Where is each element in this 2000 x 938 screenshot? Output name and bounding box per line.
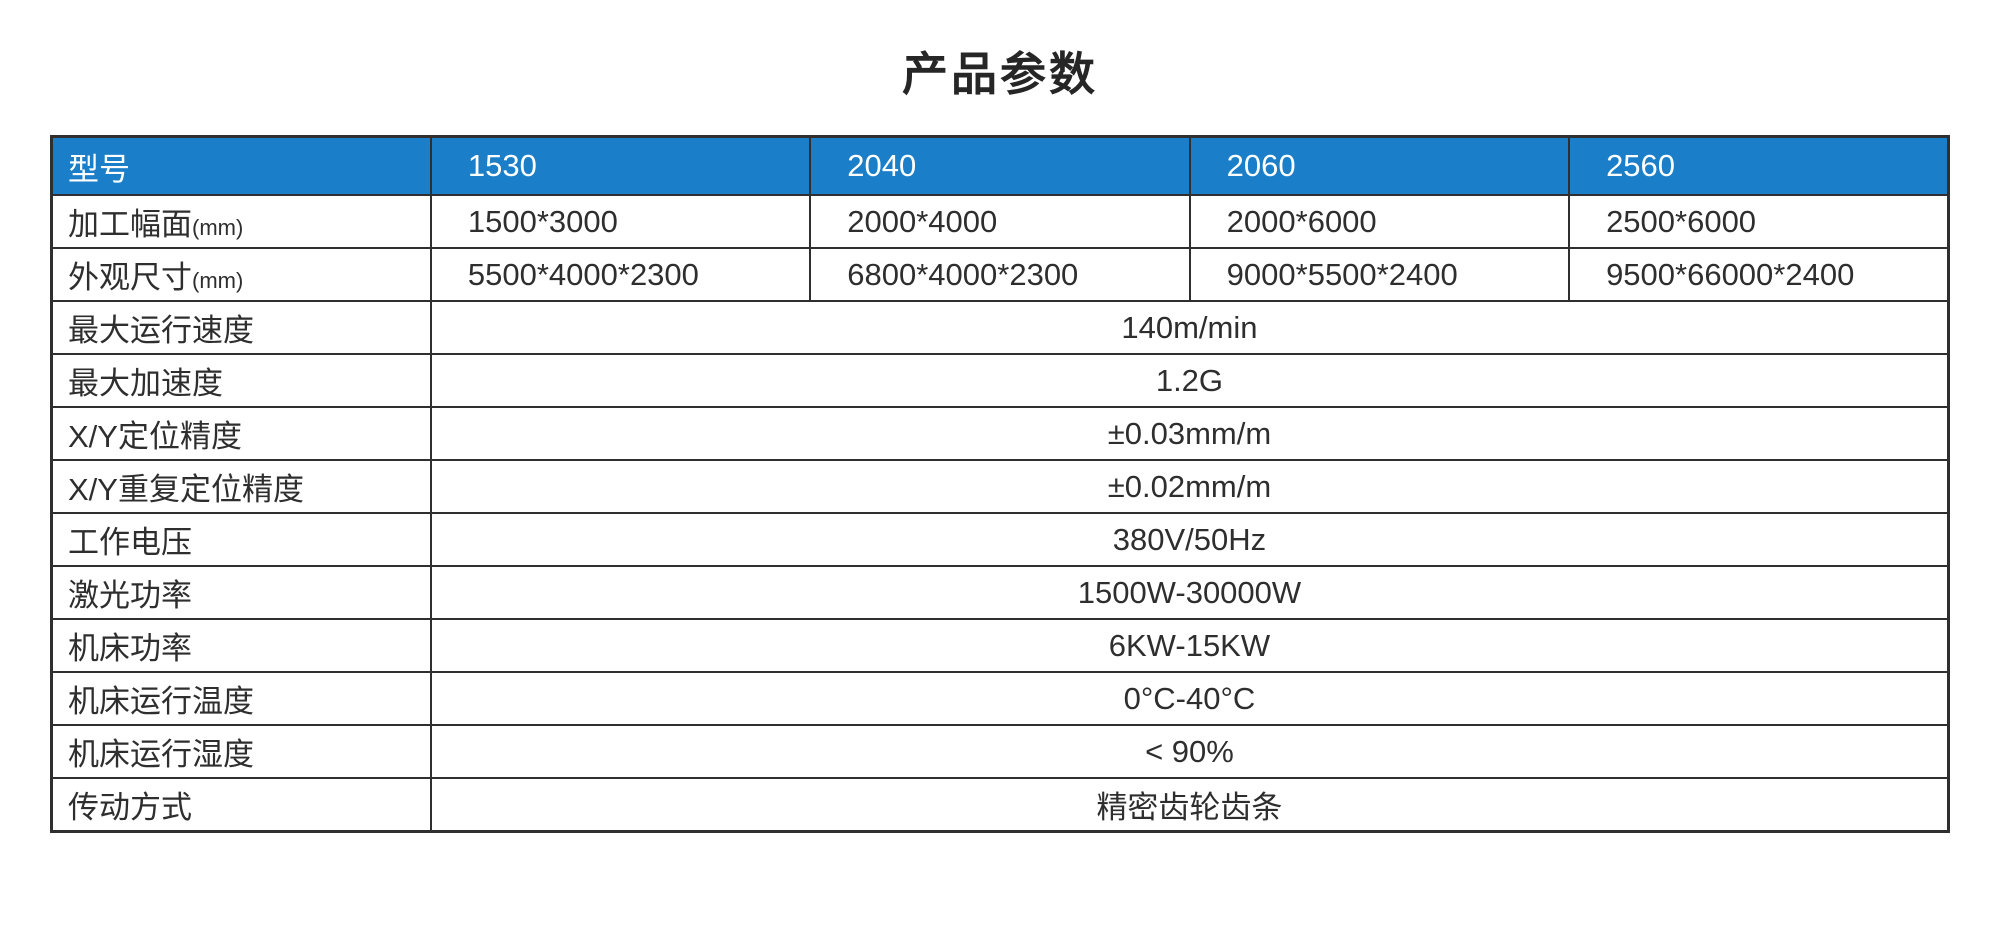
spec-label-unit: (mm): [192, 268, 244, 293]
spec-value: 精密齿轮齿条: [429, 777, 1950, 833]
spec-value: 2500*6000: [1568, 194, 1950, 249]
header-cell-1530: 1530: [429, 135, 812, 196]
product-parameters-table: 型号 1530 2040 2060 2560 加工幅面(mm) 1500*300…: [50, 135, 1950, 833]
row-transmission: 传动方式 精密齿轮齿条: [50, 777, 1950, 833]
row-operating-temperature: 机床运行温度 0°C-40°C: [50, 671, 1950, 726]
spec-value: 1.2G: [429, 353, 1950, 408]
spec-label: 激光功率: [50, 565, 432, 620]
table-header-row: 型号 1530 2040 2060 2560: [50, 135, 1950, 196]
row-xy-positioning-accuracy: X/Y定位精度 ±0.03mm/m: [50, 406, 1950, 461]
spec-value: 6800*4000*2300: [809, 247, 1191, 302]
spec-label: 机床运行湿度: [50, 724, 432, 779]
spec-value: 5500*4000*2300: [429, 247, 812, 302]
spec-label: 机床运行温度: [50, 671, 432, 726]
row-laser-power: 激光功率 1500W-30000W: [50, 565, 1950, 620]
spec-value: 9500*66000*2400: [1568, 247, 1950, 302]
row-xy-repeat-accuracy: X/Y重复定位精度 ±0.02mm/m: [50, 459, 1950, 514]
spec-value: 1500W-30000W: [429, 565, 1950, 620]
spec-value: ±0.02mm/m: [429, 459, 1950, 514]
spec-label: 传动方式: [50, 777, 432, 833]
spec-value: 380V/50Hz: [429, 512, 1950, 567]
spec-value: 1500*3000: [429, 194, 812, 249]
spec-value: 2000*6000: [1188, 194, 1571, 249]
spec-label: 外观尺寸(mm): [50, 247, 432, 302]
row-working-area: 加工幅面(mm) 1500*3000 2000*4000 2000*6000 2…: [50, 194, 1950, 249]
spec-label: X/Y定位精度: [50, 406, 432, 461]
spec-label: 工作电压: [50, 512, 432, 567]
spec-value: ±0.03mm/m: [429, 406, 1950, 461]
header-cell-2560: 2560: [1568, 135, 1950, 196]
row-dimensions: 外观尺寸(mm) 5500*4000*2300 6800*4000*2300 9…: [50, 247, 1950, 302]
row-working-voltage: 工作电压 380V/50Hz: [50, 512, 1950, 567]
spec-label: 机床功率: [50, 618, 432, 673]
header-cell-2040: 2040: [809, 135, 1191, 196]
spec-label: 最大加速度: [50, 353, 432, 408]
row-machine-power: 机床功率 6KW-15KW: [50, 618, 1950, 673]
header-cell-2060: 2060: [1188, 135, 1571, 196]
spec-label: 加工幅面(mm): [50, 194, 432, 249]
spec-label: 最大运行速度: [50, 300, 432, 355]
spec-value: 6KW-15KW: [429, 618, 1950, 673]
row-max-speed: 最大运行速度 140m/min: [50, 300, 1950, 355]
spec-value: 0°C-40°C: [429, 671, 1950, 726]
spec-value: < 90%: [429, 724, 1950, 779]
spec-label-text: 外观尺寸: [68, 260, 192, 295]
spec-value: 140m/min: [429, 300, 1950, 355]
header-cell-model: 型号: [50, 135, 432, 196]
row-max-acceleration: 最大加速度 1.2G: [50, 353, 1950, 408]
spec-value: 2000*4000: [809, 194, 1191, 249]
spec-label-text: 加工幅面: [68, 207, 192, 242]
page-title: 产品参数: [902, 48, 1098, 100]
spec-label-unit: (mm): [192, 215, 244, 240]
spec-label: X/Y重复定位精度: [50, 459, 432, 514]
spec-value: 9000*5500*2400: [1188, 247, 1571, 302]
row-operating-humidity: 机床运行湿度 < 90%: [50, 724, 1950, 779]
